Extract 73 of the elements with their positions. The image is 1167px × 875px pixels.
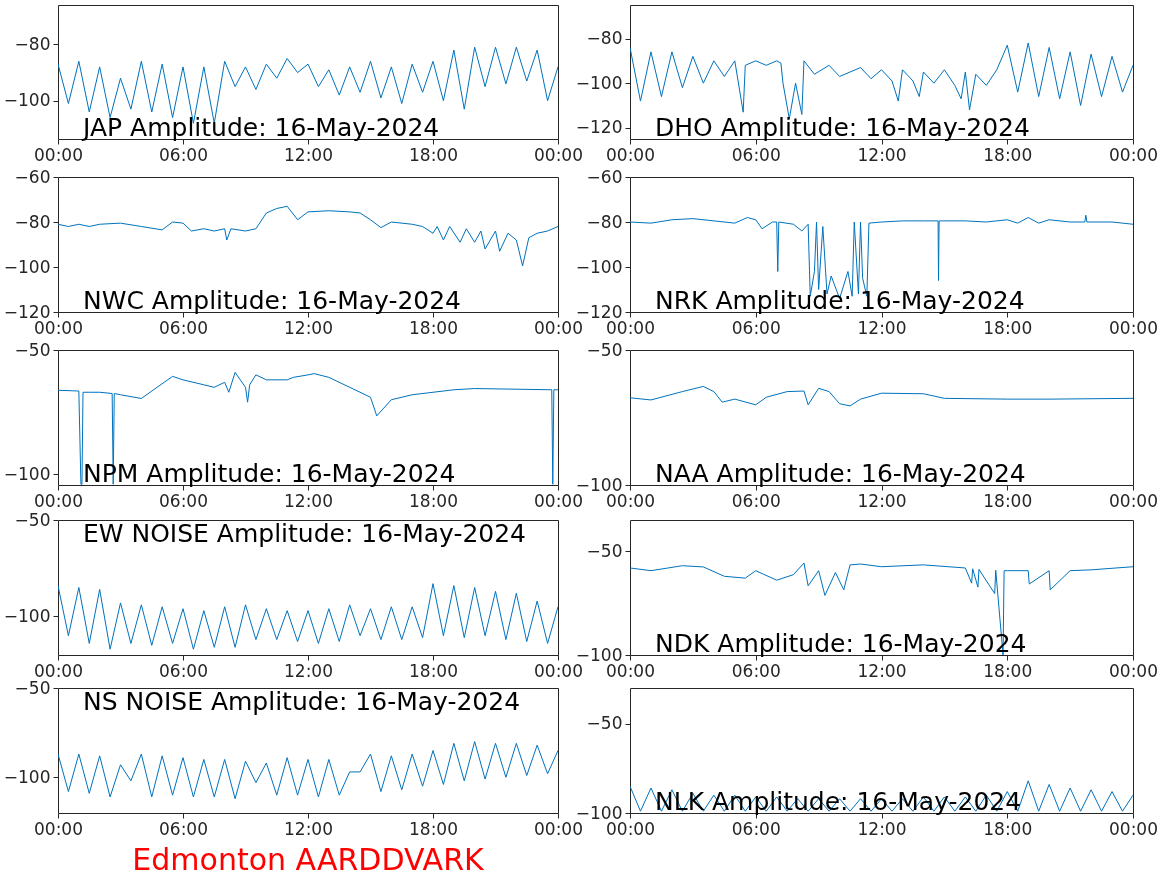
- x-tick-label: 12:00: [284, 818, 333, 839]
- x-tick-label: 06:00: [731, 144, 781, 165]
- x-tick-label: 18:00: [983, 317, 1033, 338]
- x-tick-label: 18:00: [983, 818, 1033, 839]
- y-tick-label: −50: [586, 540, 623, 561]
- x-tick-label: 12:00: [284, 660, 333, 681]
- y-tick-label: −100: [575, 72, 623, 93]
- x-tick-label: 06:00: [159, 490, 208, 511]
- x-tick-label: 00:00: [34, 490, 83, 511]
- y-tick-label: −100: [575, 256, 623, 277]
- y-tick-label: −100: [3, 90, 51, 111]
- text: NAA Amplitude: 16-May-2024: [655, 459, 1026, 488]
- x-tick-label: 06:00: [731, 818, 781, 839]
- x-tick-label: 00:00: [1109, 818, 1158, 839]
- line-series: [58, 205, 558, 267]
- y-tick-label: −50: [586, 713, 623, 734]
- y-tick-label: −100: [3, 256, 51, 277]
- x-tick-label: 06:00: [731, 660, 781, 681]
- line-series: [630, 385, 1133, 407]
- x-tick-label: 12:00: [284, 144, 333, 165]
- x-tick-label: 12:00: [284, 490, 333, 511]
- x-tick-label: 00:00: [1109, 490, 1158, 511]
- text: DHO Amplitude: 16-May-2024: [655, 113, 1030, 142]
- x-tick-label: 12:00: [857, 317, 907, 338]
- y-tick-label: −100: [3, 766, 51, 787]
- text: Edmonton AARDDVARK: [132, 842, 485, 875]
- x-tick-label: 00:00: [1109, 317, 1158, 338]
- x-tick-label: 00:00: [534, 144, 583, 165]
- x-tick-label: 06:00: [159, 818, 208, 839]
- y-tick-label: −50: [14, 509, 51, 530]
- text: NRK Amplitude: 16-May-2024: [655, 286, 1025, 315]
- y-tick-label: −80: [14, 211, 51, 232]
- y-tick-label: −80: [14, 33, 51, 54]
- x-tick-label: 06:00: [159, 317, 208, 338]
- x-tick-label: 00:00: [34, 818, 83, 839]
- line-series: [630, 562, 1133, 655]
- y-tick-label: −120: [575, 117, 623, 138]
- x-tick-label: 18:00: [983, 660, 1033, 681]
- line-series: [58, 583, 558, 650]
- line-series: [58, 741, 558, 800]
- y-tick-label: −60: [14, 166, 51, 187]
- line-series: [58, 371, 558, 485]
- x-tick-label: 06:00: [159, 660, 208, 681]
- y-tick-label: −50: [586, 339, 623, 360]
- x-tick-label: 12:00: [857, 490, 907, 511]
- y-tick-label: −100: [3, 605, 51, 626]
- x-tick-label: 12:00: [284, 317, 333, 338]
- x-tick-label: 00:00: [34, 144, 83, 165]
- x-tick-label: 00:00: [606, 144, 655, 165]
- x-tick-label: 18:00: [409, 144, 458, 165]
- x-tick-label: 18:00: [409, 317, 458, 338]
- y-tick-label: −50: [14, 339, 51, 360]
- y-tick-label: −80: [586, 211, 623, 232]
- x-tick-label: 00:00: [1109, 144, 1158, 165]
- x-tick-label: 12:00: [857, 818, 907, 839]
- x-tick-label: 18:00: [409, 818, 458, 839]
- x-tick-label: 06:00: [731, 317, 781, 338]
- x-tick-label: 06:00: [731, 490, 781, 511]
- y-tick-label: −60: [586, 166, 623, 187]
- x-tick-label: 18:00: [409, 660, 458, 681]
- x-tick-label: 00:00: [1109, 660, 1158, 681]
- x-tick-label: 18:00: [409, 490, 458, 511]
- x-tick-label: 18:00: [983, 490, 1033, 511]
- y-tick-label: −100: [3, 463, 51, 484]
- text: NWC Amplitude: 16-May-2024: [83, 286, 462, 315]
- x-tick-label: 12:00: [857, 144, 907, 165]
- chart-title: NS NOISE Amplitude: 16-May-2024: [83, 687, 521, 716]
- y-tick-label: −80: [586, 28, 623, 48]
- x-tick-label: 12:00: [857, 660, 907, 681]
- x-tick-label: 18:00: [983, 144, 1033, 165]
- x-tick-label: 06:00: [159, 144, 208, 165]
- text: JAP Amplitude: 16-May-2024: [81, 113, 440, 142]
- chart-title: EW NOISE Amplitude: 16-May-2024: [83, 519, 527, 548]
